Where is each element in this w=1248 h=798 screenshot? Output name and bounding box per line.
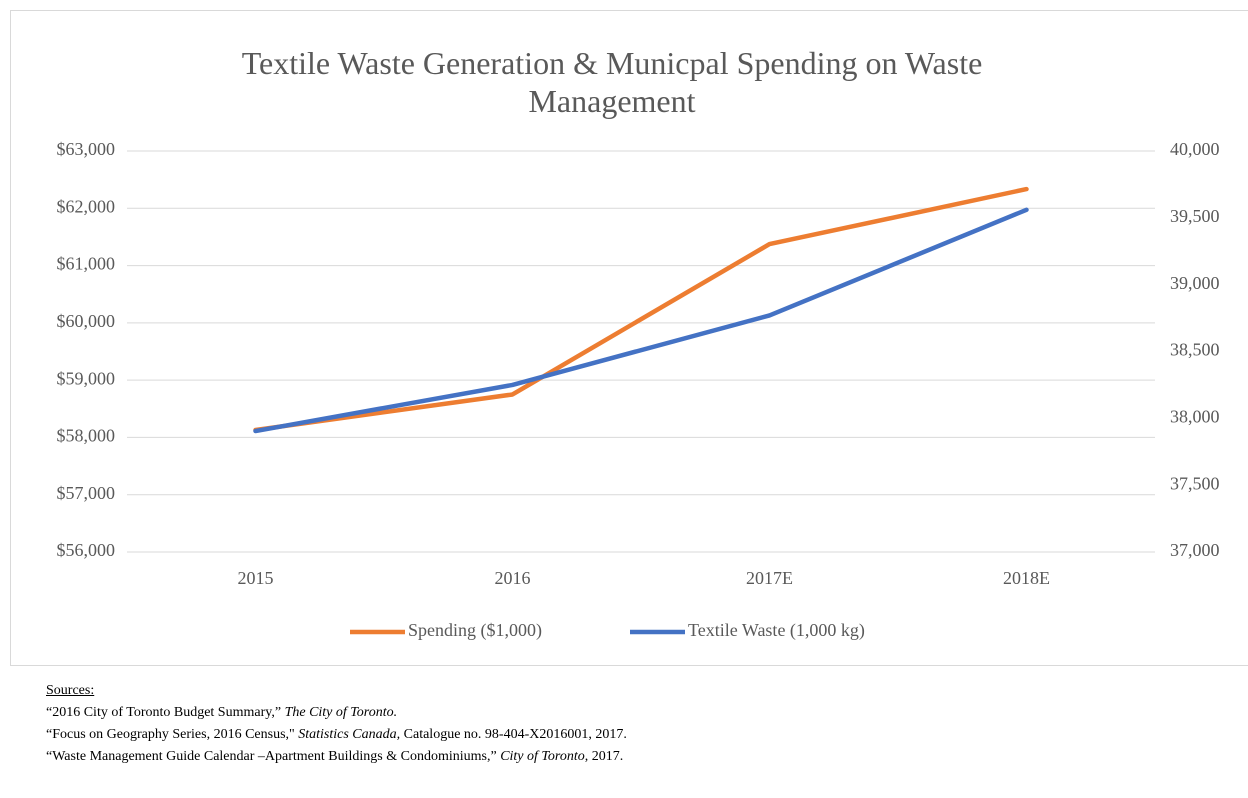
y-tick-label: $59,000 <box>57 368 116 388</box>
source-text: “Waste Management Guide Calendar –Apartm… <box>46 749 501 764</box>
source-text: , 2017. <box>584 749 624 764</box>
sources-heading: Sources: <box>46 683 95 698</box>
source-text: The City of Toronto. <box>284 705 398 720</box>
x-tick-label: 2018E <box>1003 568 1050 588</box>
y-tick-label: $60,000 <box>57 311 116 331</box>
legend-label: Textile Waste (1,000 kg) <box>688 620 865 641</box>
series-line <box>253 207 1029 434</box>
y-tick-label: $58,000 <box>57 426 116 446</box>
y2-tick-label: 38,000 <box>1170 406 1220 426</box>
source-text: Catalogue no. 98-404-X2016001, 2017. <box>400 727 627 742</box>
source-text: “2016 City of Toronto Budget Summary,” <box>46 705 285 720</box>
series-line <box>253 186 1029 433</box>
source-item: “2016 City of Toronto Budget Summary,” T… <box>46 702 627 724</box>
source-text: City of Toronto <box>500 749 585 764</box>
source-text: “Focus on Geography Series, 2016 Census,… <box>46 727 299 742</box>
y-tick-label: $57,000 <box>57 483 116 503</box>
chart-title: Textile Waste Generation & Municpal Spen… <box>241 45 983 119</box>
source-item: “Focus on Geography Series, 2016 Census,… <box>46 724 627 746</box>
y-tick-label: $61,000 <box>57 254 116 274</box>
legend-label: Spending ($1,000) <box>408 620 542 641</box>
y-tick-label: $62,000 <box>57 196 116 216</box>
x-tick-label: 2016 <box>495 568 531 588</box>
y2-tick-label: 39,000 <box>1170 273 1220 293</box>
chart-border <box>10 10 1248 666</box>
x-tick-label: 2015 <box>238 568 274 588</box>
y2-tick-label: 37,500 <box>1170 473 1220 493</box>
source-item: “Waste Management Guide Calendar –Apartm… <box>46 746 627 768</box>
y2-tick-label: 40,000 <box>1170 139 1220 159</box>
y-tick-label: $63,000 <box>57 139 116 159</box>
sources: Sources: “2016 City of Toronto Budget Su… <box>46 680 627 768</box>
y2-tick-label: 38,500 <box>1170 340 1220 360</box>
source-text: Statistics Canada, <box>298 727 401 742</box>
y2-tick-label: 39,500 <box>1170 206 1220 226</box>
y-tick-label: $56,000 <box>57 540 116 560</box>
x-tick-label: 2017E <box>746 568 793 588</box>
y2-tick-label: 37,000 <box>1170 540 1220 560</box>
